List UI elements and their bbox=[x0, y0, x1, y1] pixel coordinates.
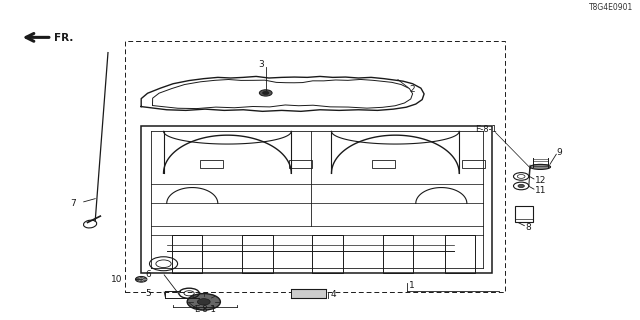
Text: 8: 8 bbox=[525, 223, 531, 232]
Text: E-8-1: E-8-1 bbox=[194, 305, 216, 314]
Circle shape bbox=[518, 184, 524, 188]
Text: 5: 5 bbox=[146, 289, 152, 298]
Text: 9: 9 bbox=[556, 148, 562, 157]
Text: 7: 7 bbox=[70, 199, 76, 208]
Text: FR.: FR. bbox=[54, 33, 73, 43]
Text: 4: 4 bbox=[330, 290, 336, 299]
Text: 1: 1 bbox=[410, 281, 415, 290]
Circle shape bbox=[259, 90, 272, 96]
Circle shape bbox=[136, 276, 147, 282]
Text: T8G4E0901: T8G4E0901 bbox=[589, 3, 633, 12]
Text: 2: 2 bbox=[410, 84, 415, 94]
Text: 10: 10 bbox=[111, 276, 122, 284]
Bar bbox=[200, 160, 223, 169]
Bar bbox=[462, 160, 484, 169]
Text: 11: 11 bbox=[535, 186, 547, 195]
Polygon shape bbox=[291, 289, 326, 298]
Circle shape bbox=[262, 91, 269, 94]
Text: E-8-1: E-8-1 bbox=[475, 125, 497, 134]
Circle shape bbox=[197, 299, 210, 305]
Bar bbox=[289, 160, 312, 169]
Bar bbox=[515, 206, 532, 222]
Text: 3: 3 bbox=[259, 60, 264, 69]
Text: 12: 12 bbox=[535, 176, 547, 185]
Circle shape bbox=[187, 293, 220, 310]
Bar bbox=[372, 160, 396, 169]
Text: 6: 6 bbox=[146, 270, 152, 279]
Ellipse shape bbox=[530, 164, 550, 170]
